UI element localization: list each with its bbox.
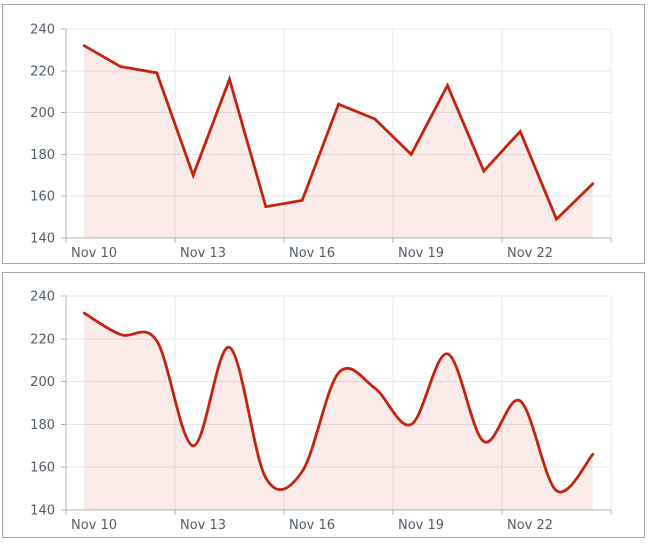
y-axis-label: 160 — [30, 190, 55, 205]
y-axis-label: 220 — [30, 64, 55, 79]
y-axis-label: 180 — [30, 418, 55, 433]
x-axis-label: Nov 16 — [289, 246, 335, 261]
x-axis-label: Nov 22 — [507, 246, 553, 261]
y-axis-label: 140 — [30, 504, 55, 519]
y-axis-label: 240 — [30, 23, 55, 38]
y-axis-label: 200 — [30, 106, 55, 121]
x-axis-label: Nov 19 — [398, 246, 444, 261]
area-fill — [84, 45, 593, 239]
y-axis-label: 240 — [30, 290, 55, 305]
y-axis-label: 140 — [30, 232, 55, 247]
x-axis-label: Nov 10 — [71, 246, 117, 261]
y-axis-label: 220 — [30, 332, 55, 347]
smoothed-chart-panel: 240 220 200 180 160 140 Nov 10 Nov 13 Nov 16 Nov … — [2, 272, 645, 538]
x-axis-label: Nov 16 — [289, 518, 335, 533]
y-axis-label: 200 — [30, 375, 55, 390]
line-chart: 240 220 200 180 160 140 Nov 10 Nov 13 Nov 16 Nov … — [30, 23, 612, 261]
y-axis-label: 160 — [30, 461, 55, 476]
x-axis-label: Nov 13 — [180, 518, 226, 533]
x-axis-label: Nov 10 — [71, 518, 117, 533]
x-axis-label: Nov 19 — [398, 518, 444, 533]
x-axis-label: Nov 22 — [507, 518, 553, 533]
y-axis-label: 180 — [30, 148, 55, 163]
x-axis-label: Nov 13 — [180, 246, 226, 261]
line-chart-panel: 240 220 200 180 160 140 Nov 10 Nov 13 Nov 16 Nov … — [2, 4, 645, 264]
data-line — [82, 311, 595, 494]
data-line — [82, 44, 595, 222]
area-fill — [84, 313, 593, 510]
smoothed-line-chart: 240 220 200 180 160 140 Nov 10 Nov 13 Nov 16 Nov … — [30, 290, 612, 533]
